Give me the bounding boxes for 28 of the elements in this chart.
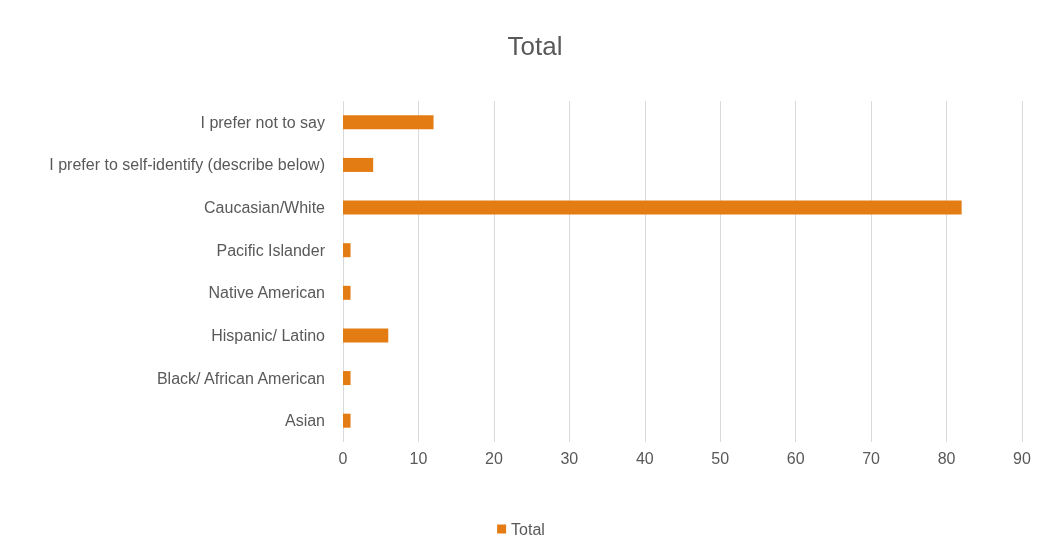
bar (343, 371, 351, 386)
y-tick-label: I prefer to self-identify (describe below) (49, 156, 325, 174)
x-tick-label: 10 (409, 449, 428, 467)
x-tick-label: 80 (937, 449, 956, 467)
x-tick-label: 50 (711, 449, 730, 467)
y-tick-label: Hispanic/ Latino (211, 326, 326, 344)
x-tick-label: 0 (338, 449, 348, 467)
x-tick-label: 90 (1013, 449, 1031, 467)
y-tick-label: Asian (284, 412, 325, 430)
bar (343, 285, 351, 300)
bar (343, 115, 434, 130)
x-tick-label: 60 (786, 449, 805, 467)
bar (343, 413, 351, 428)
y-tick-label: Native American (208, 284, 325, 302)
bar (343, 243, 351, 258)
x-tick-label: 70 (862, 449, 881, 467)
bar (343, 328, 389, 343)
legend-label: Total (511, 520, 545, 538)
y-tick-label: Black/ African American (156, 369, 325, 387)
bar (343, 200, 962, 215)
y-tick-label: I prefer not to say (200, 113, 325, 131)
chart-title: Total (507, 31, 563, 61)
x-tick-label: 40 (635, 449, 654, 467)
x-tick-label: 30 (560, 449, 579, 467)
y-tick-label: Caucasian/White (204, 199, 326, 217)
y-tick-label: Pacific Islander (216, 241, 326, 259)
bar (343, 157, 374, 172)
x-tick-label: 20 (484, 449, 503, 467)
